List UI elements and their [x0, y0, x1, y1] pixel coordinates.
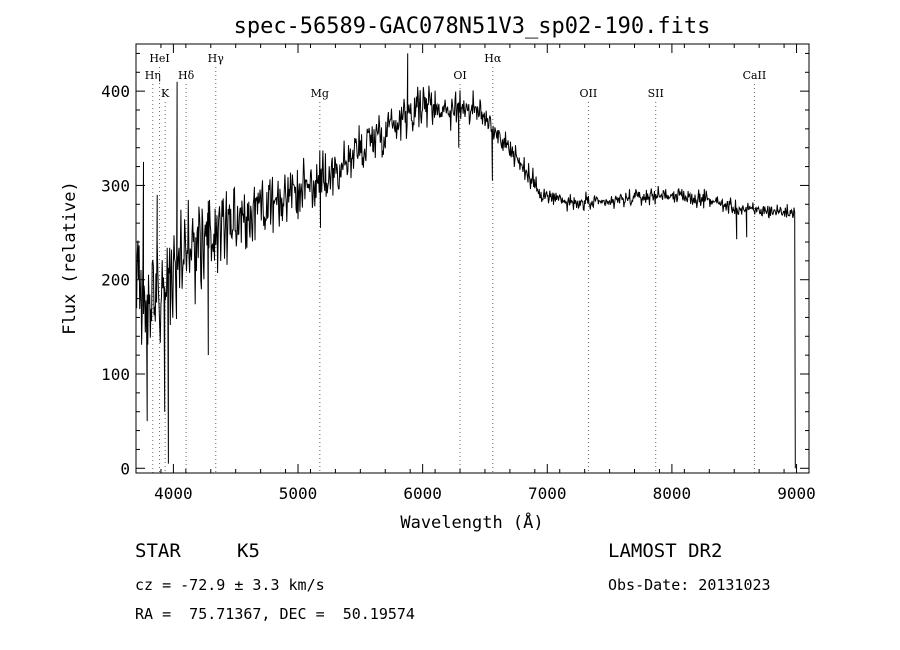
x-tick-label: 6000 — [403, 484, 442, 503]
survey-name: LAMOST DR2 — [608, 540, 723, 562]
redshift-readout: cz = -72.9 ± 3.3 km/s — [135, 576, 325, 594]
series-layer — [136, 53, 796, 469]
x-tick-label: 7000 — [528, 484, 567, 503]
plot-frame — [135, 43, 810, 474]
line-marker-label: Hγ — [208, 52, 225, 65]
y-tick-label: 0 — [120, 459, 130, 478]
x-axis-label: Wavelength (Å) — [400, 511, 543, 533]
line-marker-label: K — [161, 87, 170, 100]
y-tick-label: 100 — [101, 365, 130, 384]
line-marker-label: Hα — [484, 52, 502, 65]
axes: 4000 5000 6000 7000 8000 9000 0 100 200 300 400 — [101, 44, 816, 503]
line-marker-label: Hη — [145, 69, 161, 82]
line-marker-label: CaII — [743, 69, 767, 82]
y-axis-label: Flux (relative) — [60, 181, 80, 335]
spectrum-line — [136, 53, 796, 469]
line-marker-label: HeI — [149, 52, 169, 65]
line-marker-label: SII — [648, 87, 664, 100]
line-markers: HeI HηK Hδ Hγ Mg OI Hα OII SII CaII — [145, 52, 767, 473]
y-tick-label: 200 — [101, 271, 130, 290]
x-tick-label: 5000 — [279, 484, 318, 503]
y-tick-label: 300 — [101, 176, 130, 195]
x-tick-label: 4000 — [154, 484, 193, 503]
line-marker-label: OI — [453, 69, 466, 82]
coordinates-readout: RA = 75.71367, DEC = 50.19574 — [135, 605, 415, 623]
line-marker-label: Hδ — [178, 69, 195, 82]
x-tick-label: 9000 — [777, 484, 816, 503]
chart-title: spec-56589-GAC078N51V3_sp02-190.fits — [234, 14, 711, 39]
line-marker-label: OII — [580, 87, 598, 100]
y-tick-label: 400 — [101, 82, 130, 101]
object-class: STAR — [135, 540, 181, 562]
object-subclass: K5 — [237, 540, 260, 562]
x-tick-label: 8000 — [653, 484, 692, 503]
line-marker-label: Mg — [311, 87, 329, 100]
observation-date: Obs-Date: 20131023 — [608, 576, 771, 594]
